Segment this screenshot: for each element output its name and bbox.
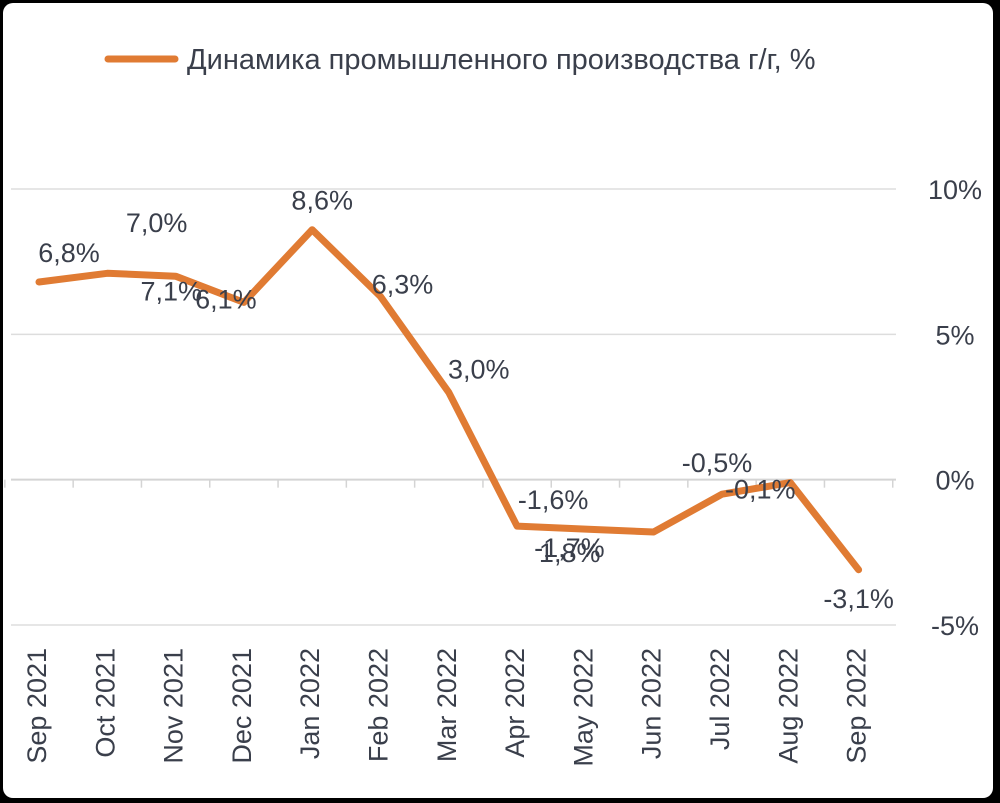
- data-label: -0,5%: [682, 448, 753, 478]
- x-tick-label: Feb 2022: [364, 648, 394, 762]
- data-labels: 6,8% 7,1% 7,0% 6,1% 8,6% 6,3% 3,0% -1,6% -1,7%1,…: [38, 186, 894, 614]
- chart-frame: Sep 2021 Oct 2021 Nov 2021 Dec 2021 Jan 2022…: [3, 3, 993, 798]
- x-tick-label: Jan 2022: [295, 648, 325, 759]
- data-label: -0,1%: [725, 475, 796, 505]
- legend-label: Динамика промышленного производства г/г,…: [187, 44, 816, 76]
- data-label: 7,0%: [126, 208, 188, 238]
- series-layer: [35, 226, 863, 574]
- x-tick-label: Mar 2022: [432, 648, 462, 762]
- x-axis: Sep 2021 Oct 2021 Nov 2021 Dec 2021 Jan 2022…: [22, 648, 872, 767]
- x-tick-label: Sep 2021: [22, 648, 52, 764]
- line-chart: Sep 2021 Oct 2021 Nov 2021 Dec 2021 Jan 2022…: [4, 44, 982, 767]
- data-label: 3,0%: [448, 354, 510, 384]
- data-label: 6,8%: [38, 238, 100, 268]
- y-tick-label: 0%: [935, 466, 974, 496]
- x-tick-label: Nov 2021: [159, 648, 189, 764]
- data-label: 6,3%: [372, 270, 434, 300]
- x-tick-label: Aug 2022: [773, 648, 803, 764]
- y-tick-label: -5%: [931, 611, 979, 641]
- y-tick-label: 5%: [935, 320, 974, 350]
- y-tick-label: 10%: [928, 175, 982, 205]
- x-tick-label: Apr 2022: [500, 648, 530, 758]
- x-tick-label: May 2022: [568, 648, 598, 767]
- x-tick-label: Jun 2022: [637, 648, 667, 759]
- y-axis: 10% 5% 0% -5%: [928, 175, 982, 641]
- x-tick-label: Oct 2021: [90, 648, 120, 758]
- legend: Динамика промышленного производства г/г,…: [104, 44, 816, 76]
- x-tick-label: Jul 2022: [705, 648, 735, 750]
- data-label: 7,1%: [141, 276, 203, 306]
- data-label: 1,8%: [539, 538, 601, 568]
- x-tick-label: Sep 2022: [842, 648, 872, 764]
- data-label: 8,6%: [291, 186, 353, 216]
- x-tick-label: Dec 2021: [227, 648, 257, 764]
- series-line: [35, 226, 863, 574]
- gridlines: [4, 188, 896, 626]
- data-label: -3,1%: [823, 584, 894, 614]
- data-label: -1,6%: [518, 485, 589, 515]
- data-label: -1,7%: [534, 533, 605, 563]
- data-label: 6,1%: [195, 284, 257, 314]
